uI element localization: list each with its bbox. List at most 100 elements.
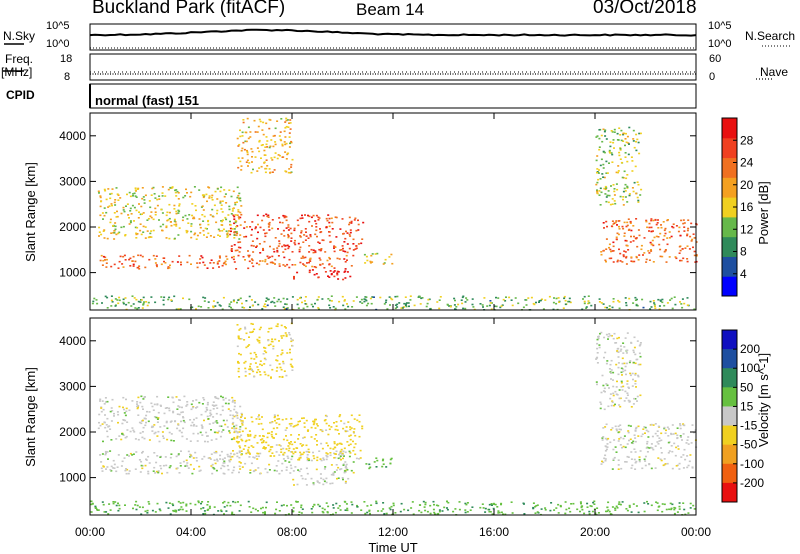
power-cell xyxy=(178,227,181,229)
power-cell xyxy=(308,215,311,218)
power-cell xyxy=(344,261,347,263)
velocity-cell xyxy=(207,418,210,420)
velocity-cell xyxy=(624,365,627,368)
velocity-cell xyxy=(679,427,682,430)
velocity-cell xyxy=(176,413,179,415)
velocity-cell xyxy=(233,453,236,455)
power-cell xyxy=(624,183,627,186)
velocity-cell xyxy=(604,458,607,460)
power-cell xyxy=(304,265,307,268)
velocity-cell xyxy=(258,336,261,339)
velocity-cell xyxy=(178,429,181,432)
velocity-cell xyxy=(175,455,178,458)
velocity-cell xyxy=(292,452,295,455)
velocity-cell xyxy=(624,461,627,463)
power-cell xyxy=(268,127,271,130)
velocity-cell xyxy=(268,327,271,330)
velocity-cell xyxy=(412,513,415,515)
velocity-cell xyxy=(279,366,282,369)
power-cell xyxy=(277,298,280,301)
velocity-cell xyxy=(294,451,297,453)
power-cell xyxy=(233,237,236,239)
velocity-cell xyxy=(426,510,429,513)
velocity-cell xyxy=(589,505,592,507)
velocity-cell xyxy=(394,512,397,514)
power-cell xyxy=(370,254,373,257)
velocity-region-7 xyxy=(595,331,642,411)
power-cell xyxy=(267,298,270,301)
power-cell xyxy=(162,299,165,301)
velocity-cell xyxy=(170,453,173,455)
velocity-cell xyxy=(96,509,99,511)
x-tick-label: 20:00 xyxy=(580,525,610,539)
power-cell xyxy=(303,264,306,266)
power-cell xyxy=(280,118,283,120)
velocity-cell xyxy=(291,339,294,341)
power-cell xyxy=(608,257,611,260)
power-cell xyxy=(390,297,393,300)
velocity-cell xyxy=(205,408,208,411)
power-cell xyxy=(167,267,170,270)
velocity-cell xyxy=(375,502,378,504)
power-cell xyxy=(625,132,627,135)
velocity-cell xyxy=(289,351,291,354)
velocity-cell xyxy=(176,427,179,430)
power-cell xyxy=(216,209,219,212)
power-cell xyxy=(623,235,626,237)
power-cell xyxy=(687,227,690,230)
power-cell xyxy=(99,214,102,217)
velocity-cell xyxy=(316,456,319,459)
velocity-cell xyxy=(586,502,589,505)
power-cell xyxy=(624,239,627,242)
power-cell xyxy=(194,232,197,235)
power-cell xyxy=(230,250,233,252)
power-cell xyxy=(600,302,603,304)
power-cell xyxy=(238,192,241,195)
velocity-cell xyxy=(632,503,635,505)
power-cell xyxy=(619,158,622,160)
power-cell xyxy=(142,225,145,228)
velocity-cell xyxy=(452,510,455,513)
power-cell xyxy=(672,223,675,225)
velocity-cell xyxy=(532,502,535,504)
power-cell xyxy=(236,137,239,140)
power-cell xyxy=(154,207,157,210)
power-cell xyxy=(626,160,629,163)
power-cell xyxy=(146,230,149,232)
power-cell xyxy=(626,201,629,203)
power-cell xyxy=(201,214,204,216)
velocity-cell xyxy=(216,431,219,434)
velocity-cell xyxy=(110,420,113,422)
velocity-cell xyxy=(613,332,616,335)
velocity-cell xyxy=(614,390,617,393)
power-cell xyxy=(279,131,282,133)
velocity-cell xyxy=(626,383,629,385)
velocity-cell xyxy=(126,468,129,471)
power-cell xyxy=(622,133,625,136)
power-cell xyxy=(625,304,628,307)
velocity-cell xyxy=(350,501,353,503)
velocity-cell xyxy=(614,446,617,448)
velocity-cell xyxy=(146,512,149,514)
velocity-cell xyxy=(275,325,278,327)
power-cell xyxy=(216,301,219,304)
velocity-cell xyxy=(153,432,156,435)
velocity-cell xyxy=(272,427,275,430)
velocity-cell xyxy=(610,335,613,337)
power-cell xyxy=(394,304,397,306)
power-cell xyxy=(236,301,238,304)
velocity-cell xyxy=(232,500,235,503)
y-tick-label: 3000 xyxy=(59,174,86,188)
velocity-cell xyxy=(105,468,107,470)
velocity-cell xyxy=(117,421,119,424)
velocity-cell xyxy=(233,427,236,430)
power-cell xyxy=(154,301,157,304)
velocity-cell xyxy=(257,416,260,418)
power-cell xyxy=(272,145,275,148)
power-cell xyxy=(191,214,194,217)
velocity-cell xyxy=(432,500,435,503)
power-cell xyxy=(624,152,627,154)
velocity-cell xyxy=(120,465,123,467)
power-cell xyxy=(207,220,209,223)
power-cell xyxy=(308,271,311,274)
